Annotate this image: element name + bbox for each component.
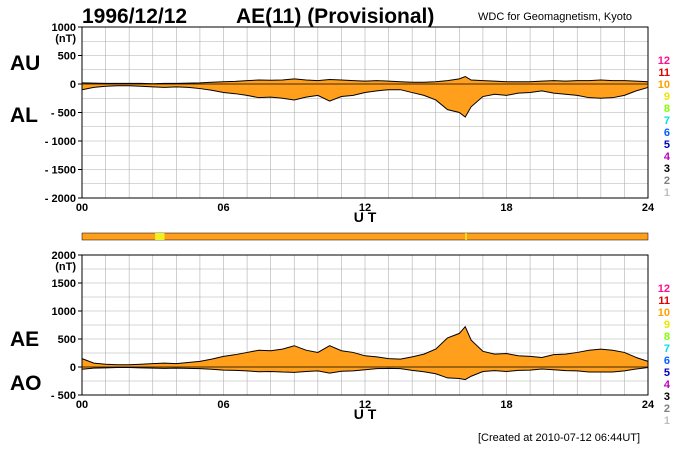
ao-label: AO (10, 372, 42, 395)
station-count-legend-item: 4 (664, 151, 671, 163)
y-tick-label: - 500 (51, 390, 76, 402)
coverage-bar-highlight (155, 233, 165, 240)
station-count-legend-item: 6 (664, 127, 670, 139)
y-tick-label: 1000 (52, 306, 76, 318)
y-tick-label: - 500 (51, 108, 76, 120)
station-count-legend-item: 5 (664, 139, 670, 151)
series-fill-au-al (82, 76, 648, 118)
y-tick-label: 1000 (52, 22, 76, 34)
y-tick-label: 2000 (52, 250, 76, 262)
y-tick-label: 1500 (52, 278, 76, 290)
series-fill-ae-ao (82, 326, 648, 380)
y-tick-label: 0 (70, 362, 76, 374)
y-tick-label: - 1000 (45, 136, 76, 148)
station-count-legend-item: 8 (664, 331, 670, 343)
x-axis-label: U T (354, 209, 377, 225)
station-count-legend-item: 10 (658, 79, 670, 91)
station-count-legend-item: 4 (664, 379, 671, 391)
station-count-legend-item: 10 (658, 307, 670, 319)
data-source: WDC for Geomagnetism, Kyoto (478, 11, 633, 23)
y-tick-label: - 1500 (45, 165, 76, 177)
station-count-legend-item: 11 (658, 295, 670, 307)
x-tick-label: 18 (500, 399, 512, 411)
station-count-legend-item: 5 (664, 367, 670, 379)
x-tick-label: 12 (359, 399, 371, 411)
station-count-legend-item: 1 (664, 415, 670, 427)
chart-title: AE(11) (Provisional) (236, 5, 435, 28)
x-tick-label: 00 (76, 202, 88, 214)
station-count-legend-item: 2 (664, 175, 670, 187)
al-label: AL (10, 104, 38, 127)
y-tick-label: 500 (58, 51, 76, 63)
station-count-legend-item: 6 (664, 355, 670, 367)
x-tick-label: 06 (217, 399, 229, 411)
created-timestamp: [Created at 2010-07-12 06:44UT] (478, 432, 641, 444)
y-tick-label: 0 (70, 79, 76, 91)
coverage-bar-highlight (465, 233, 467, 240)
x-tick-label: 24 (642, 202, 655, 214)
x-tick-label: 06 (217, 202, 229, 214)
station-count-legend-item: 9 (664, 319, 670, 331)
station-count-legend-item: 11 (658, 67, 670, 79)
station-count-legend-item: 8 (664, 103, 670, 115)
station-count-legend-item: 1 (664, 187, 670, 199)
station-count-legend-item: 9 (664, 91, 670, 103)
station-count-legend-item: 3 (664, 163, 670, 175)
x-tick-label: 00 (76, 399, 88, 411)
y-unit-label: (nT) (55, 33, 76, 45)
station-coverage-bar (81, 232, 649, 241)
chart-date: 1996/12/12 (82, 5, 188, 28)
x-axis-label: U T (354, 406, 377, 422)
series-line-al (81, 85, 649, 118)
y-unit-label: (nT) (55, 261, 76, 273)
au-label: AU (10, 52, 41, 75)
station-count-legend-item: 12 (658, 283, 670, 295)
series-line-ae (81, 325, 649, 366)
x-tick-label: 12 (359, 202, 371, 214)
ae-label: AE (10, 328, 40, 351)
y-tick-label: 500 (58, 334, 76, 346)
station-count-legend-item: 2 (664, 403, 670, 415)
station-count-legend-item: 7 (664, 343, 670, 355)
plot-frame (81, 254, 649, 396)
station-count-legend-item: 12 (658, 55, 670, 67)
x-tick-label: 18 (500, 202, 512, 214)
x-tick-label: 24 (642, 399, 655, 411)
y-tick-label: - 2000 (45, 193, 76, 205)
station-count-legend-item: 3 (664, 391, 670, 403)
series-line-ao (81, 367, 649, 381)
series-line-au (81, 76, 649, 85)
station-count-legend-item: 7 (664, 115, 670, 127)
